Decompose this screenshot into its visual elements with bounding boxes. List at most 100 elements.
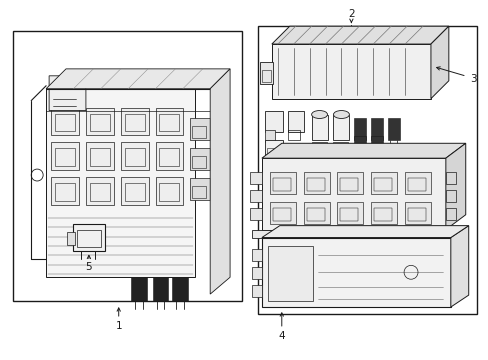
Polygon shape [46, 89, 195, 277]
Bar [340, 208, 358, 221]
Polygon shape [46, 69, 230, 89]
Bar [121, 108, 148, 135]
Bar [272, 178, 290, 191]
Bar [86, 177, 114, 205]
Bar [264, 140, 282, 160]
Polygon shape [262, 226, 468, 238]
Bar [13, 31, 242, 301]
Bar [337, 202, 363, 224]
Bar [445, 190, 455, 202]
Bar [90, 113, 109, 131]
Polygon shape [370, 118, 383, 140]
Bar [55, 148, 75, 166]
Bar [192, 126, 206, 138]
Polygon shape [387, 118, 399, 140]
Polygon shape [262, 158, 445, 230]
Bar [159, 183, 179, 201]
Bar [264, 111, 282, 132]
Bar [124, 113, 144, 131]
Bar [155, 108, 183, 135]
Bar [269, 202, 295, 224]
Bar [86, 142, 114, 170]
Bar [121, 177, 148, 205]
Polygon shape [271, 44, 430, 99]
Bar [251, 249, 262, 261]
Polygon shape [152, 277, 168, 301]
Bar [303, 202, 329, 224]
Bar [159, 113, 179, 131]
Bar [251, 285, 262, 297]
Bar [373, 208, 391, 221]
Bar [51, 177, 79, 205]
Bar [303, 172, 329, 194]
Bar [190, 178, 210, 200]
Bar [190, 148, 210, 170]
Text: 4: 4 [278, 331, 285, 341]
Bar [55, 113, 75, 131]
Bar [445, 172, 455, 184]
Text: 3: 3 [469, 74, 476, 84]
Polygon shape [251, 230, 460, 238]
Bar [124, 148, 144, 166]
Bar [155, 177, 183, 205]
Bar [77, 230, 101, 247]
Bar [90, 183, 109, 201]
Bar [159, 148, 179, 166]
Bar [51, 142, 79, 170]
Text: 2: 2 [347, 9, 354, 19]
Bar [269, 172, 295, 194]
Bar [73, 224, 104, 251]
Text: 1: 1 [115, 321, 122, 331]
Bar [370, 172, 396, 194]
Bar [155, 142, 183, 170]
Bar [373, 178, 391, 191]
Ellipse shape [333, 111, 349, 118]
Bar [340, 178, 358, 191]
Bar [192, 156, 206, 168]
Polygon shape [430, 26, 448, 99]
Bar [333, 142, 347, 160]
Polygon shape [445, 143, 465, 230]
Bar [257, 26, 476, 314]
Bar [333, 114, 349, 140]
Polygon shape [262, 238, 450, 307]
Bar [249, 190, 262, 202]
Bar [51, 108, 79, 135]
Text: 5: 5 [85, 262, 92, 272]
Polygon shape [210, 69, 230, 294]
Bar [407, 208, 425, 221]
Bar [249, 208, 262, 220]
Bar [404, 202, 430, 224]
Bar [407, 178, 425, 191]
Bar [287, 130, 299, 140]
Bar [190, 118, 210, 140]
Bar [121, 142, 148, 170]
Bar [249, 172, 262, 184]
Polygon shape [271, 26, 448, 44]
Polygon shape [450, 226, 468, 307]
Bar [124, 183, 144, 201]
Polygon shape [172, 277, 188, 301]
Bar [337, 172, 363, 194]
Bar [55, 183, 75, 201]
Polygon shape [130, 277, 146, 301]
Polygon shape [370, 136, 383, 158]
Bar [262, 70, 270, 82]
Bar [251, 267, 262, 279]
Ellipse shape [311, 111, 327, 118]
Bar [306, 208, 324, 221]
Bar [86, 108, 114, 135]
Bar [266, 148, 278, 158]
Bar [370, 202, 396, 224]
Bar [306, 178, 324, 191]
Bar [267, 247, 312, 301]
Bar [404, 172, 430, 194]
Bar [445, 208, 455, 220]
Bar [67, 231, 75, 246]
Polygon shape [49, 76, 86, 111]
Polygon shape [262, 143, 465, 158]
Bar [192, 186, 206, 198]
Bar [287, 111, 303, 132]
Bar [264, 130, 274, 142]
Bar [260, 62, 272, 84]
